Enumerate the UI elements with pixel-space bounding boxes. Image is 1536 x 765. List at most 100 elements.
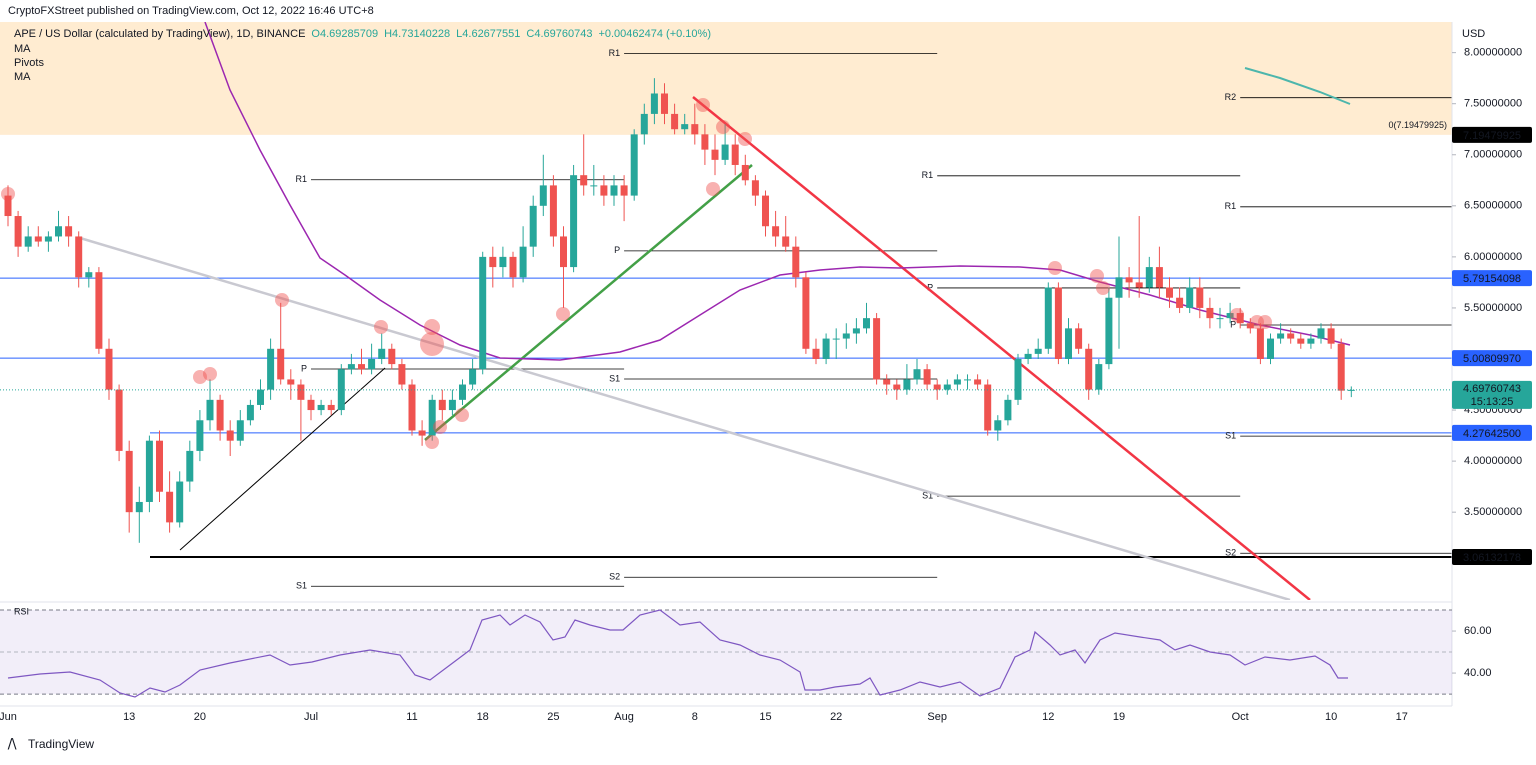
candle-body — [1236, 313, 1244, 324]
pivot-label: S2 — [1225, 548, 1236, 558]
x-tick-label: 8 — [692, 711, 698, 723]
candle-body — [1085, 348, 1093, 390]
candle-body — [1206, 307, 1214, 319]
candle-body — [125, 450, 133, 513]
pivot-label: P — [301, 363, 307, 373]
candle-body — [509, 256, 517, 278]
candle-body — [701, 134, 709, 150]
price-tag — [1452, 126, 1532, 143]
x-tick-label: 10 — [1325, 711, 1337, 723]
candle-body — [1256, 328, 1264, 359]
candle-body — [923, 369, 931, 385]
candle-body — [570, 175, 578, 268]
candle-body — [95, 272, 103, 349]
trendline-red — [692, 96, 1311, 600]
x-tick-label: 22 — [830, 711, 842, 723]
x-tick-label: Sep — [927, 711, 947, 723]
candle-body — [206, 399, 214, 421]
svg-text:APE / US Dollar (calculated by: APE / US Dollar (calculated by TradingVi… — [14, 28, 711, 40]
candle-body — [55, 226, 62, 237]
candle-body — [1065, 328, 1072, 359]
candle-body — [711, 149, 719, 160]
trendline-green — [424, 164, 753, 441]
fib-label: 0(7.19479925) — [1388, 120, 1447, 130]
candle-body — [1186, 287, 1194, 308]
candle-body — [1034, 348, 1042, 354]
pivot-label: S1 — [296, 581, 307, 591]
candle-body — [1226, 313, 1234, 319]
candle-body — [216, 399, 224, 431]
candle-body — [792, 246, 800, 278]
indicator[interactable]: MA — [14, 43, 31, 55]
candle-body — [883, 379, 891, 385]
symbol: APE / US Dollar (calculated by TradingVi… — [14, 28, 305, 40]
candle-body — [893, 384, 901, 390]
candle-body — [156, 440, 163, 492]
candle-body — [994, 420, 1002, 431]
levels — [0, 277, 1452, 558]
candle-body — [964, 379, 971, 381]
x-tick-label: Aug — [614, 711, 634, 723]
pivot-label: P — [1230, 319, 1236, 329]
x-tick-label: 11 — [406, 711, 417, 723]
y-tick-label: 7.00000000 — [1464, 149, 1522, 161]
price-tag — [1452, 350, 1532, 367]
pivot-label: S1 — [1225, 430, 1236, 440]
price-tag-label: 7.19479925 — [1463, 130, 1521, 142]
candle-body — [1044, 287, 1052, 349]
candle-body — [1145, 267, 1153, 288]
pivot-label: S1 — [609, 373, 620, 383]
candle-body — [1216, 318, 1224, 320]
candle-body — [267, 348, 275, 390]
candle-body — [721, 144, 729, 160]
y-tick-label: 7.50000000 — [1464, 98, 1522, 110]
candle-body — [1176, 297, 1184, 308]
x-tick-label: 13 — [123, 711, 135, 723]
ma-line-2 — [1244, 67, 1351, 105]
indicator[interactable]: MA — [14, 71, 31, 83]
candle-body — [1307, 338, 1315, 344]
candle-body — [1135, 282, 1143, 288]
last-price-label: 4.69760743 — [1463, 383, 1521, 395]
candle-body — [560, 236, 567, 268]
candle-body — [943, 384, 951, 390]
candle-body — [1196, 287, 1204, 308]
ohlc-open: O4.69285709 — [311, 28, 378, 40]
candle-body — [1125, 277, 1133, 283]
x-tick-label: 25 — [547, 711, 559, 723]
ohlc-close: C4.69760743 — [526, 28, 592, 40]
candle-body — [105, 348, 113, 390]
candle-body — [135, 501, 143, 513]
candle-body — [974, 379, 982, 385]
currency: USD — [1462, 28, 1485, 40]
pivot-label: S1 — [922, 491, 933, 501]
indicator[interactable]: Pivots — [14, 57, 44, 69]
candle-body — [438, 399, 446, 411]
pivot-label: R1 — [1225, 201, 1237, 211]
x-tick-label: 15 — [759, 711, 771, 723]
pivot-label: R1 — [295, 174, 307, 184]
candle-body — [398, 364, 406, 385]
candle-body — [691, 124, 699, 135]
candle-body — [75, 236, 83, 278]
x-tick-label: 18 — [477, 711, 489, 723]
ohlc-high: H4.73140228 — [384, 28, 450, 40]
ohlc-change: +0.00462474 (+0.10%) — [598, 28, 711, 40]
x-tick-label: Jun — [0, 711, 17, 723]
published: CryptoFXStreet published on TradingView.… — [8, 5, 374, 17]
candle-body — [580, 175, 588, 186]
rsi-tick-label: 40.00 — [1464, 667, 1492, 679]
zone-rect — [0, 22, 1452, 135]
candle-body — [1287, 333, 1295, 339]
candle-body — [731, 144, 739, 165]
price-tag-label: 4.27642500 — [1463, 428, 1521, 440]
candle-body — [1246, 323, 1254, 329]
x-tick-label: 17 — [1396, 711, 1408, 723]
x-tick-label: 20 — [194, 711, 206, 723]
candle-body — [65, 226, 73, 237]
candle-body — [852, 328, 860, 334]
candle-body — [762, 195, 769, 227]
candle-body — [812, 348, 820, 359]
